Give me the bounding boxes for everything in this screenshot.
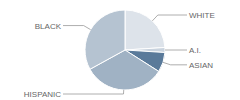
svg-text:BLACK: BLACK (35, 22, 62, 31)
svg-text:HISPANIC: HISPANIC (24, 90, 61, 99)
svg-text:A.I.: A.I. (189, 46, 201, 55)
svg-text:ASIAN: ASIAN (189, 61, 213, 70)
svg-text:WHITE: WHITE (189, 11, 215, 20)
